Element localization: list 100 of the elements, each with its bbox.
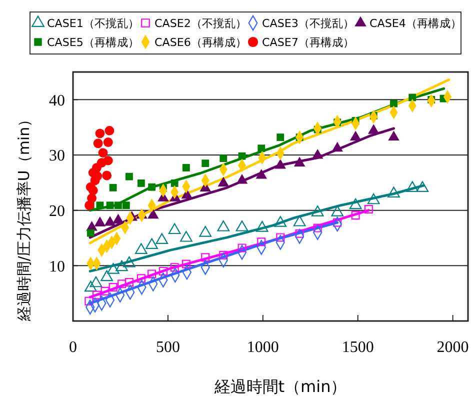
point bbox=[238, 152, 246, 160]
point bbox=[388, 186, 400, 198]
point bbox=[116, 260, 128, 272]
legend-label: CASE4（再構成） bbox=[370, 16, 462, 30]
point bbox=[100, 270, 113, 282]
point bbox=[351, 211, 360, 220]
point bbox=[146, 238, 158, 249]
point bbox=[236, 174, 248, 184]
point bbox=[112, 214, 124, 224]
point bbox=[122, 202, 130, 210]
y-tick-label: 20 bbox=[49, 202, 65, 220]
point bbox=[388, 130, 400, 141]
point bbox=[114, 202, 122, 210]
point bbox=[220, 154, 228, 162]
point bbox=[182, 164, 190, 172]
point bbox=[84, 296, 94, 306]
point bbox=[123, 256, 136, 268]
point bbox=[367, 193, 380, 204]
point bbox=[100, 286, 110, 296]
point bbox=[293, 215, 306, 226]
point bbox=[180, 230, 192, 242]
x-tick-label: 1000 bbox=[246, 339, 279, 356]
point bbox=[408, 94, 416, 102]
point bbox=[256, 220, 268, 232]
point bbox=[276, 134, 284, 141]
point bbox=[104, 216, 116, 226]
point bbox=[126, 172, 133, 180]
point bbox=[276, 233, 285, 242]
point bbox=[96, 202, 104, 210]
point bbox=[236, 220, 248, 232]
point bbox=[148, 183, 156, 191]
point bbox=[311, 205, 324, 216]
point bbox=[95, 128, 105, 138]
point bbox=[98, 148, 108, 158]
point bbox=[406, 181, 419, 192]
point bbox=[84, 280, 97, 292]
point bbox=[416, 181, 429, 192]
x-tick-label: 0 bbox=[69, 339, 77, 356]
point bbox=[107, 263, 120, 274]
point bbox=[137, 180, 145, 187]
x-axis-title: 経過時間t（min） bbox=[213, 377, 347, 396]
point bbox=[274, 159, 286, 169]
point bbox=[148, 208, 159, 219]
point bbox=[202, 160, 210, 168]
point bbox=[349, 198, 362, 210]
point bbox=[86, 229, 94, 237]
legend-label: CASE2（不撹乱） bbox=[154, 16, 246, 30]
point bbox=[92, 290, 101, 300]
y-axis-title: 経過時間/圧力伝播率U（min） bbox=[15, 112, 33, 322]
y-tick-label: 10 bbox=[49, 258, 65, 276]
point bbox=[217, 220, 230, 232]
point bbox=[124, 278, 134, 287]
point bbox=[256, 168, 268, 179]
legend-label: CASE3（不撹乱） bbox=[262, 16, 354, 30]
point bbox=[94, 216, 106, 226]
point bbox=[364, 204, 373, 214]
point bbox=[108, 282, 118, 292]
point bbox=[294, 156, 306, 167]
legend-label: CASE1（不撹乱） bbox=[47, 16, 139, 30]
point bbox=[332, 142, 343, 152]
point bbox=[258, 144, 266, 152]
point bbox=[118, 280, 126, 288]
point bbox=[257, 238, 266, 246]
point bbox=[170, 180, 178, 187]
point bbox=[199, 226, 212, 237]
legend-label: CASE5（再構成） bbox=[47, 36, 139, 49]
point bbox=[333, 218, 342, 227]
legend-label: CASE7（再構成） bbox=[262, 36, 354, 49]
point bbox=[93, 138, 103, 148]
y-tick-label: 30 bbox=[49, 148, 65, 165]
point bbox=[106, 202, 114, 210]
point bbox=[102, 170, 112, 180]
point bbox=[90, 276, 102, 288]
point bbox=[368, 124, 380, 134]
point bbox=[218, 176, 230, 186]
point bbox=[109, 184, 117, 192]
x-tick-label: 1500 bbox=[342, 339, 374, 356]
point bbox=[312, 149, 324, 159]
point bbox=[350, 130, 362, 141]
y-tick-label: 40 bbox=[49, 92, 65, 110]
point bbox=[148, 270, 156, 278]
point bbox=[104, 126, 114, 136]
line-series bbox=[88, 78, 450, 244]
legend-label: CASE6（再構成） bbox=[154, 36, 246, 49]
point bbox=[87, 193, 97, 203]
point bbox=[103, 138, 113, 147]
point bbox=[219, 250, 228, 260]
point bbox=[158, 266, 168, 276]
point bbox=[390, 100, 398, 108]
point bbox=[168, 223, 181, 234]
point bbox=[88, 186, 98, 196]
point bbox=[134, 243, 148, 254]
point bbox=[170, 263, 179, 272]
point bbox=[156, 233, 168, 244]
x-tick-label: 2000 bbox=[436, 339, 469, 356]
point bbox=[274, 216, 287, 227]
point bbox=[103, 156, 113, 166]
point bbox=[201, 253, 210, 262]
point bbox=[182, 260, 190, 268]
point bbox=[136, 274, 146, 283]
